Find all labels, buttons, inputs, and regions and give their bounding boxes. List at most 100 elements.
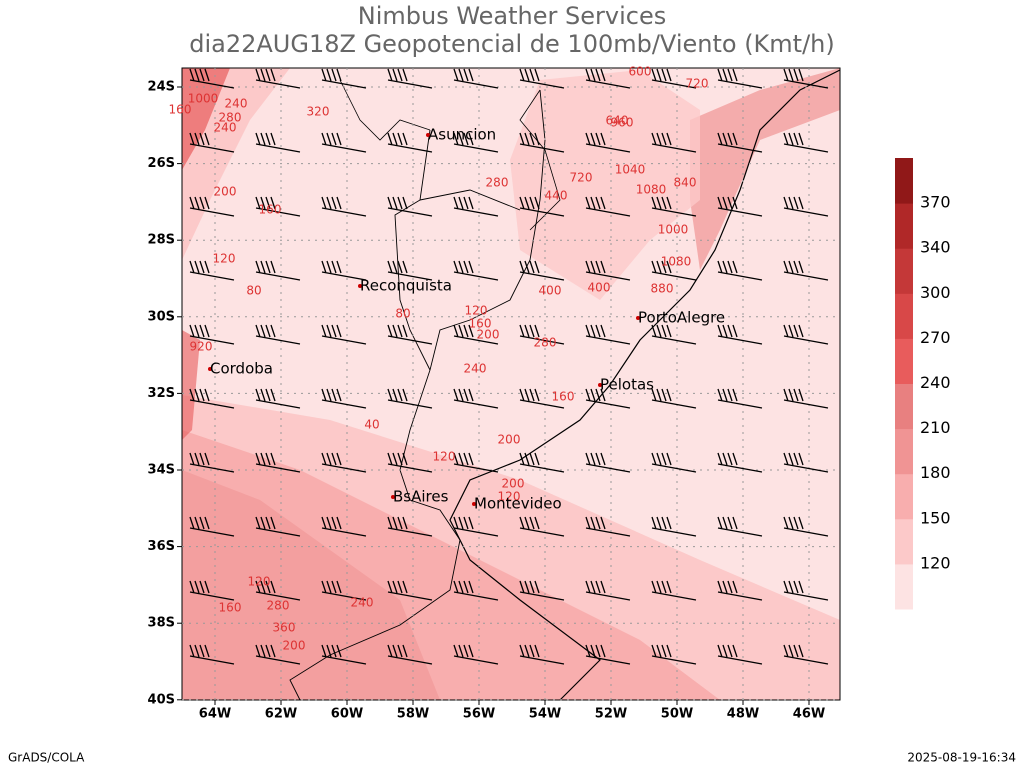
wind-barb	[585, 644, 631, 665]
contour-label: 920	[190, 340, 213, 354]
city-label: Pelotas	[600, 376, 654, 394]
wind-barb	[519, 260, 565, 281]
wind-barb	[783, 260, 829, 281]
lon-label: 56W	[463, 707, 495, 722]
city-marker	[358, 284, 362, 288]
wind-barb	[519, 516, 565, 537]
wind-barb	[585, 68, 631, 89]
contour-label: 280	[534, 336, 557, 350]
lat-label: 40S	[148, 692, 175, 707]
wind-barb	[717, 68, 763, 89]
wind-barb	[519, 324, 565, 345]
contour-label: 280	[267, 599, 290, 613]
wind-barb	[321, 644, 367, 665]
wind-barb	[255, 644, 301, 665]
colorbar-label: 120	[920, 553, 951, 572]
wind-barb	[255, 324, 301, 345]
lat-label: 36S	[148, 539, 175, 554]
lat-label: 32S	[148, 386, 175, 401]
wind-barb	[783, 452, 829, 473]
wind-barb	[255, 516, 301, 537]
contour-label: 160	[259, 203, 282, 217]
city-marker	[391, 495, 395, 499]
wind-barb	[189, 644, 235, 665]
contour-label: 320	[307, 105, 330, 119]
colorbar-label: 270	[920, 328, 951, 347]
colorbar-bin	[895, 158, 913, 204]
contour-label: 280	[486, 176, 509, 190]
colorbar-bin	[895, 428, 913, 475]
contour-label: 120	[248, 575, 271, 589]
wind-barb	[189, 388, 235, 409]
wind-barb	[783, 132, 829, 153]
wind-barb	[255, 68, 301, 89]
wind-barb	[651, 260, 697, 281]
contour-label: 120	[433, 450, 456, 464]
wind-barb	[519, 196, 565, 217]
footer-right: 2025-08-19-16:34	[907, 751, 1016, 765]
wind-barb	[585, 132, 631, 153]
colorbar-bin	[895, 338, 913, 384]
colorbar-label: 210	[920, 418, 951, 437]
wind-barb	[783, 580, 829, 601]
contour-label: 200	[283, 639, 306, 653]
wind-barb	[255, 580, 301, 601]
contour-label: 1000	[188, 92, 219, 106]
contour-label: 720	[686, 77, 709, 91]
wind-barb	[585, 452, 631, 473]
lon-label: 58W	[397, 707, 429, 722]
contour-label: 200	[498, 433, 521, 447]
city-label: Asuncion	[428, 126, 496, 144]
contour-label: 200	[502, 477, 525, 491]
wind-barb	[453, 132, 499, 153]
wind-barb	[717, 260, 763, 281]
contour-label: 880	[651, 282, 674, 296]
contour-label: 80	[395, 307, 410, 321]
contour-label: 360	[273, 621, 296, 635]
wind-barb	[651, 644, 697, 665]
lat-label: 28S	[148, 233, 175, 248]
wind-barb	[453, 260, 499, 281]
wind-barb	[585, 580, 631, 601]
wind-barb	[321, 452, 367, 473]
contour-label: 640	[606, 114, 629, 128]
wind-barb	[255, 132, 301, 153]
city-marker	[636, 316, 640, 320]
contour-label: 160	[552, 390, 575, 404]
wind-barb	[585, 260, 631, 281]
lon-label: 46W	[793, 707, 825, 722]
colorbar-bin	[895, 563, 913, 610]
wind-barb	[651, 516, 697, 537]
colorbar-label: 240	[920, 373, 951, 392]
wind-barb	[453, 644, 499, 665]
wind-barb	[255, 452, 301, 473]
wind-barb	[387, 132, 433, 153]
wind-barb	[783, 68, 829, 89]
wind-barb	[717, 196, 763, 217]
colorbar-label: 340	[920, 238, 951, 257]
wind-barb	[255, 196, 301, 217]
colorbar-label: 370	[920, 193, 951, 212]
footer-left: GrADS/COLA	[8, 751, 85, 765]
shade-band	[182, 330, 200, 440]
wind-barb	[387, 644, 433, 665]
wind-barb	[387, 452, 433, 473]
colorbar-label: 300	[920, 283, 951, 302]
wind-barb	[519, 644, 565, 665]
contour-label: 280	[219, 111, 242, 125]
colorbar-label: 150	[920, 508, 951, 527]
wind-barb	[519, 452, 565, 473]
colorbar-bin	[895, 248, 913, 294]
city-marker	[426, 133, 430, 137]
city-marker	[472, 502, 476, 506]
contour-label: 120	[465, 304, 488, 318]
wind-barb	[387, 196, 433, 217]
wind-barb	[453, 324, 499, 345]
lon-label: 64W	[199, 707, 231, 722]
wind-barb	[651, 68, 697, 89]
wind-barb	[321, 580, 367, 601]
contour-label: 1080	[636, 183, 667, 197]
coastline	[449, 69, 841, 701]
wind-barb	[387, 324, 433, 345]
contour-label: 840	[674, 176, 697, 190]
